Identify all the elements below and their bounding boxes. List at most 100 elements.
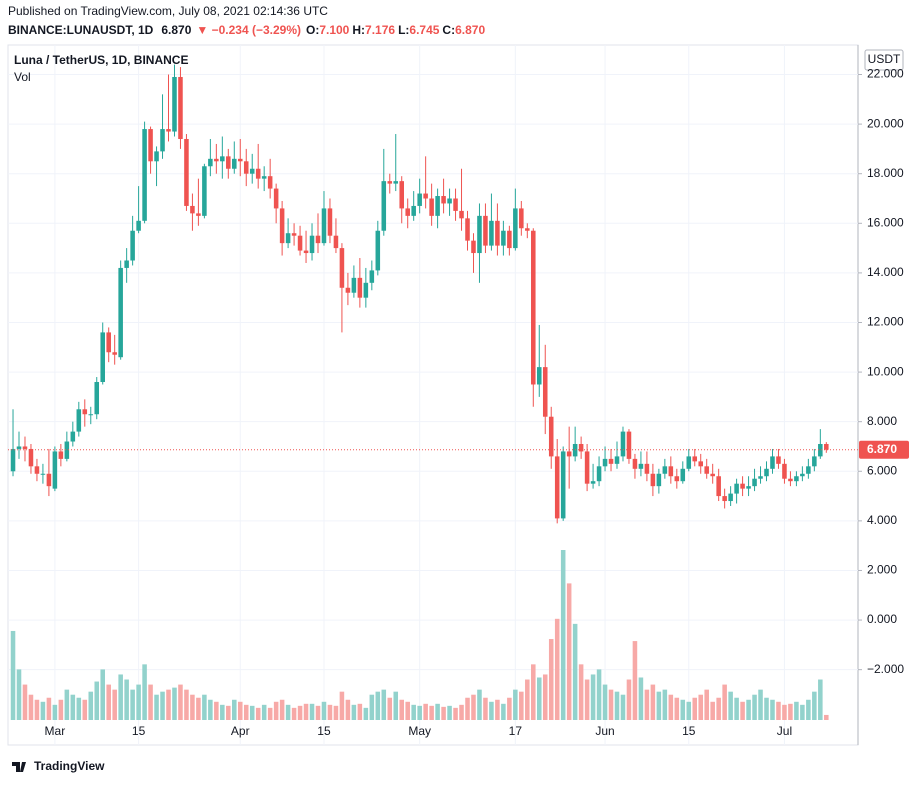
volume-bar	[321, 701, 327, 720]
x-tick-label: 17	[509, 724, 523, 738]
volume-bar	[656, 691, 662, 720]
candle-body	[321, 208, 327, 244]
volume-bar	[243, 704, 249, 720]
volume-bar	[417, 705, 422, 720]
volume-bar	[315, 705, 321, 720]
last-price-box	[859, 440, 909, 459]
volume-bar	[680, 699, 686, 720]
candle-body	[273, 188, 279, 209]
candle-body	[393, 181, 399, 184]
candle-body	[249, 168, 255, 174]
candle-body	[698, 461, 703, 467]
candle-body	[58, 451, 64, 459]
volume-bar	[596, 669, 602, 720]
grid	[8, 45, 862, 745]
volume-bar	[10, 630, 16, 720]
volume-bar	[489, 701, 494, 720]
candle-body	[800, 473, 805, 477]
candle-body	[363, 282, 369, 298]
volume-bar	[190, 694, 195, 720]
volume-bar	[345, 699, 351, 720]
c-label: C:	[442, 23, 455, 37]
candle-body	[447, 198, 452, 204]
volume-bar	[620, 694, 626, 720]
candle-body	[82, 409, 88, 415]
candle-body	[16, 446, 22, 449]
candle-body	[190, 205, 195, 214]
volume-bar	[531, 664, 536, 720]
volume-bar	[297, 705, 303, 720]
candle-body	[459, 210, 464, 219]
candle-body	[495, 220, 500, 246]
y-tick-label: 4.000	[867, 513, 897, 527]
y-tick-label: 2.000	[867, 563, 897, 577]
marks	[8, 64, 858, 720]
volume-bar	[584, 679, 590, 720]
volume-bar	[124, 679, 129, 720]
candle-body	[309, 235, 315, 254]
candle-body	[166, 129, 171, 132]
chart-title: Luna / TetherUS, 1D, BINANCE	[14, 53, 188, 67]
volume-bar	[692, 697, 698, 720]
candle-body	[261, 176, 267, 179]
symbol-line: BINANCE:LUNAUSDT, 1D 6.870 ▼ −0.234 (−3.29…	[8, 23, 485, 37]
candle-body	[507, 230, 512, 249]
volume-bar	[261, 704, 267, 720]
volume-bar	[309, 703, 315, 720]
volume-bar	[88, 691, 94, 720]
candle-body	[770, 456, 775, 469]
candle-body	[345, 287, 351, 293]
candle-body	[554, 456, 560, 519]
candle-body	[303, 250, 309, 254]
volume-bar	[70, 694, 76, 720]
candle-body	[315, 235, 321, 244]
volume-bar	[644, 689, 650, 720]
volume-bar	[686, 701, 692, 720]
candle-body	[531, 230, 536, 385]
candle-body	[339, 248, 345, 288]
candle-body	[489, 220, 494, 246]
candle-body	[130, 230, 135, 261]
volume-bar	[130, 689, 135, 720]
candle-body	[536, 367, 542, 385]
volume-bar	[255, 707, 261, 720]
volume-bar	[572, 623, 578, 720]
volume-bar	[453, 707, 458, 720]
candle-body	[596, 466, 602, 482]
candle-body	[710, 473, 715, 477]
volume-bar	[363, 707, 369, 720]
candle-body	[806, 466, 811, 474]
candle-body	[686, 456, 692, 469]
published: Published on TradingView.com, July 08, 2…	[8, 4, 328, 18]
candle-body	[70, 431, 76, 442]
candle-body	[453, 198, 458, 211]
volume-bar	[483, 697, 488, 720]
candle-body	[351, 277, 357, 293]
volume-bar	[357, 703, 363, 720]
candle-body	[285, 233, 291, 244]
volume-bar	[668, 694, 674, 720]
volume-bar	[740, 701, 745, 720]
volume-bar	[411, 704, 416, 720]
volume-bar	[196, 697, 201, 720]
volume-bar	[160, 691, 165, 720]
candle-body	[297, 235, 303, 251]
volume-bar	[22, 684, 28, 720]
volume-bar	[52, 704, 58, 720]
l-value: 6.745	[409, 23, 439, 37]
candle-body	[291, 233, 297, 236]
volume-bar	[608, 689, 614, 720]
candle-body	[172, 76, 177, 132]
volume-bar	[824, 714, 829, 720]
volume-bar	[734, 697, 739, 720]
candle-body	[136, 220, 141, 231]
volume-bar	[501, 703, 506, 720]
volume-bar	[548, 639, 554, 720]
l-label: L:	[398, 23, 409, 37]
y-tick-label: −2.000	[867, 662, 904, 676]
candle-body	[644, 463, 650, 474]
candle-body	[28, 448, 34, 467]
x-tick-label: May	[408, 724, 431, 738]
candle-body	[417, 193, 422, 206]
candle-body	[614, 456, 620, 464]
